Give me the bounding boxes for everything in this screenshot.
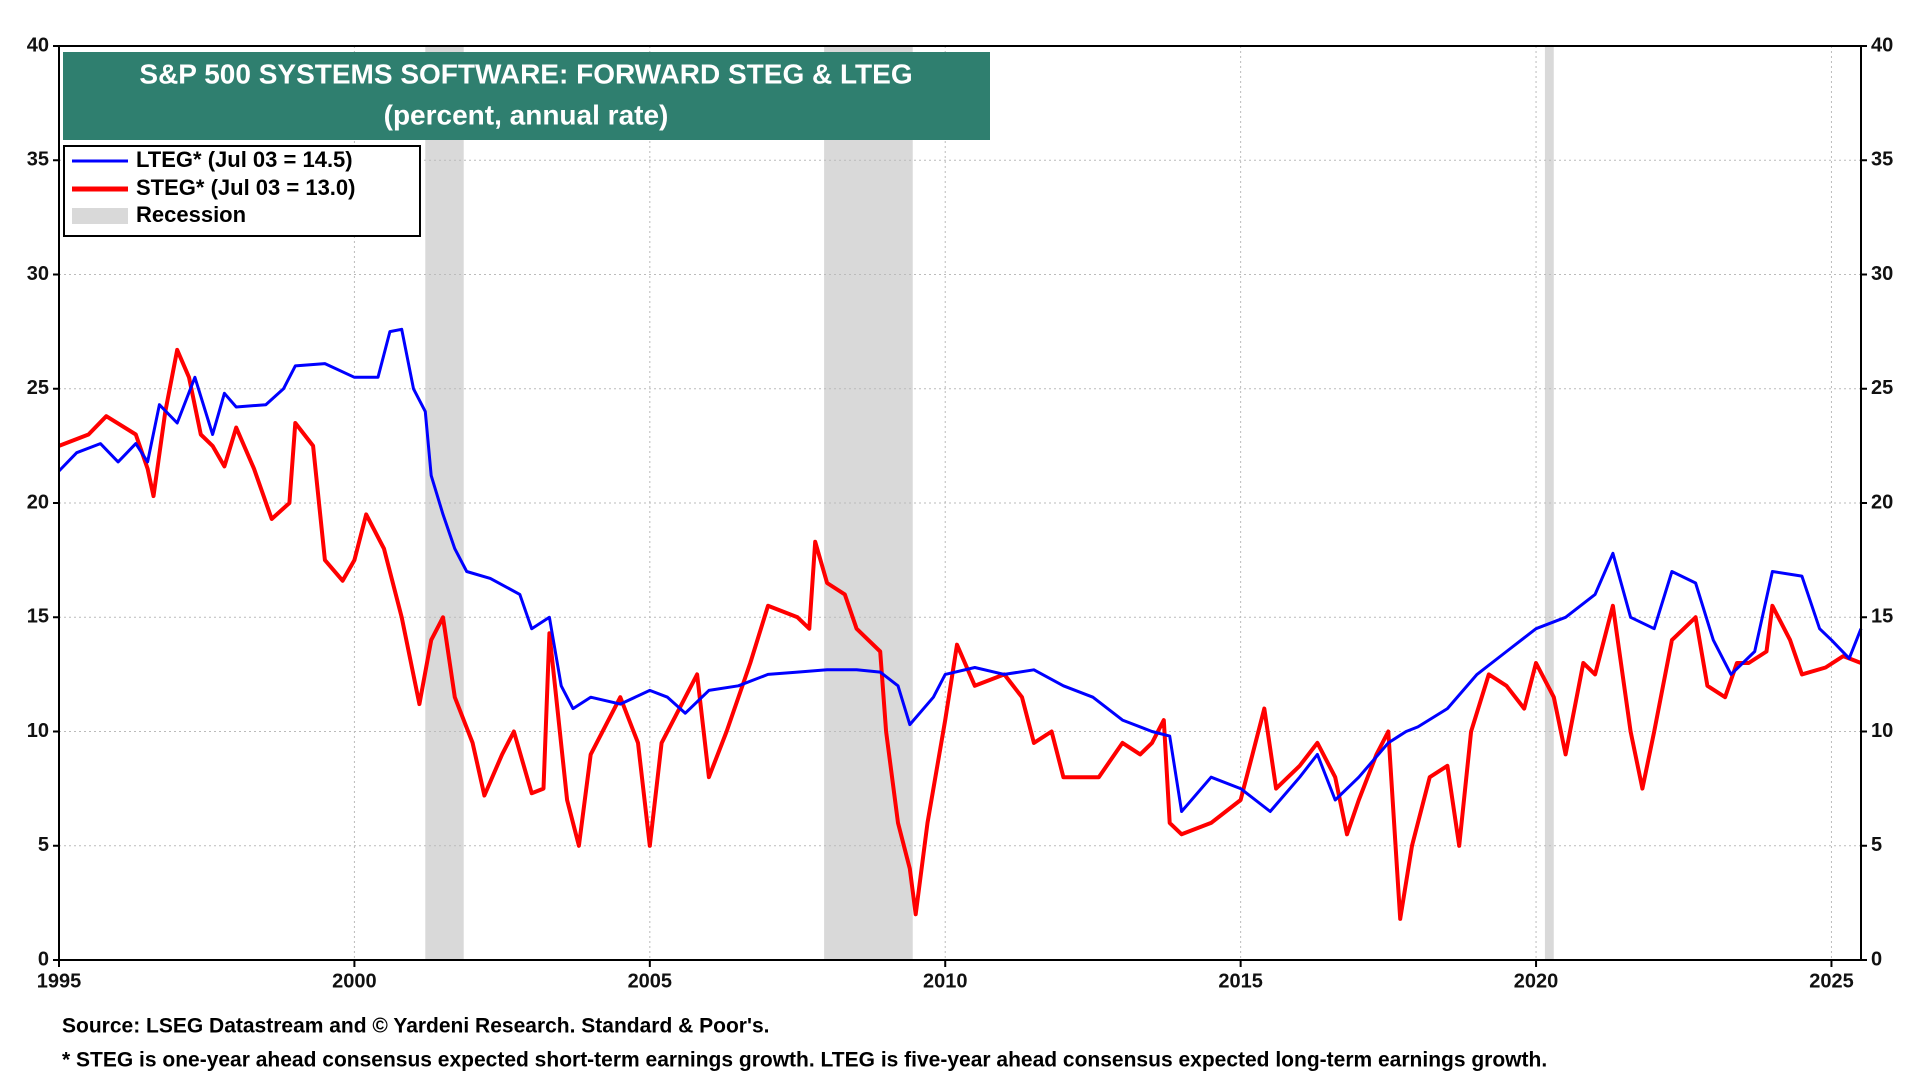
y2-tick-label: 20 — [1871, 491, 1893, 513]
y2-tick-label: 40 — [1871, 34, 1893, 56]
source-note: Source: LSEG Datastream and © Yardeni Re… — [62, 1015, 769, 1038]
legend-label: LTEG* (Jul 03 = 14.5) — [136, 147, 353, 172]
footnote: * STEG is one-year ahead consensus expec… — [62, 1049, 1547, 1072]
y-tick-label: 15 — [27, 606, 49, 628]
legend-swatch — [72, 208, 128, 224]
y2-tick-label: 0 — [1871, 948, 1882, 970]
x-tick-label: 2005 — [628, 970, 673, 992]
data-line — [57, 327, 1863, 813]
chart-title: S&P 500 SYSTEMS SOFTWARE: FORWARD STEG &… — [139, 58, 912, 89]
y-tick-label: 0 — [38, 948, 49, 970]
data-line — [58, 347, 1862, 921]
y2-tick-label: 15 — [1871, 606, 1893, 628]
y-tick-label: 5 — [38, 834, 49, 856]
x-tick-label: 2010 — [923, 970, 968, 992]
y2-tick-label: 35 — [1871, 149, 1893, 171]
x-tick-label: 2025 — [1809, 970, 1854, 992]
y2-tick-label: 25 — [1871, 377, 1893, 399]
y2-tick-label: 10 — [1871, 720, 1893, 742]
y-tick-label: 10 — [27, 720, 49, 742]
x-tick-label: 1995 — [37, 970, 82, 992]
title-box — [63, 52, 990, 140]
x-tick-label: 2000 — [332, 970, 377, 992]
chart-subtitle: (percent, annual rate) — [384, 99, 669, 130]
x-tick-label: 2015 — [1218, 970, 1263, 992]
y2-tick-label: 30 — [1871, 263, 1893, 285]
legend-label: Recession — [136, 202, 246, 227]
plot-area — [57, 45, 1863, 961]
y-tick-label: 25 — [27, 377, 49, 399]
plot-frame — [58, 45, 1862, 961]
y2-tick-label: 5 — [1871, 834, 1882, 856]
y-tick-label: 35 — [27, 149, 49, 171]
legend-label: STEG* (Jul 03 = 13.0) — [136, 175, 355, 200]
y-tick-label: 40 — [27, 34, 49, 56]
y-tick-label: 30 — [27, 263, 49, 285]
x-tick-label: 2020 — [1514, 970, 1559, 992]
y-tick-label: 20 — [27, 491, 49, 513]
